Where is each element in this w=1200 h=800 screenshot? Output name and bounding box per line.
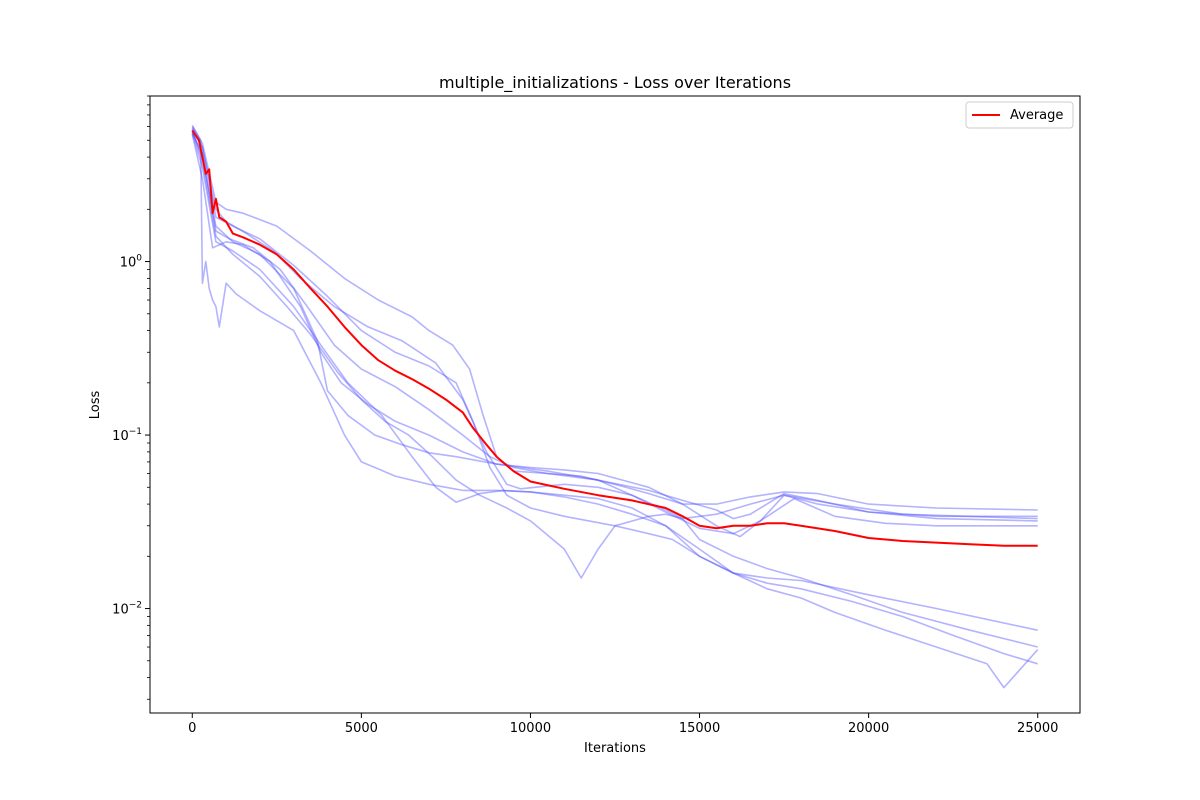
x-tick-label-5: 25000 — [1017, 721, 1058, 736]
chart-title: multiple_initializations - Loss over Ite… — [439, 73, 791, 93]
x-axis-label: Iterations — [584, 741, 646, 756]
axes-frame — [149, 95, 1081, 714]
legend: Average — [965, 101, 1074, 129]
y-axis: 10−2 10−1 100 — [112, 95, 150, 700]
x-tick-label-1: 5000 — [345, 721, 378, 736]
x-tick-label-2: 10000 — [510, 721, 551, 736]
x-axis: 0 5000 10000 15000 20000 25000 — [188, 713, 1058, 736]
run-series-line-8 — [191, 132, 1038, 665]
run-series-line-5 — [191, 131, 1038, 538]
y-tick-label-1: 10−1 — [112, 427, 142, 444]
series-layer — [191, 124, 1039, 689]
legend-box — [965, 101, 1074, 129]
x-tick-label-3: 15000 — [679, 721, 720, 736]
run-series-line-6 — [191, 124, 1038, 631]
run-series-line-9 — [191, 127, 1039, 689]
x-tick-label-0: 0 — [188, 721, 196, 736]
run-series-line-2 — [191, 128, 1038, 520]
y-axis-label: Loss — [88, 391, 103, 420]
y-tick-label-0: 10−2 — [112, 601, 142, 618]
run-series-line-1 — [191, 126, 1038, 511]
x-tick-label-4: 20000 — [848, 721, 889, 736]
legend-label-average: Average — [1010, 108, 1063, 123]
average-series-line — [191, 129, 1038, 547]
plot-area — [149, 95, 1081, 714]
y-tick-label-2: 100 — [120, 254, 143, 271]
run-series-line-7 — [191, 130, 1038, 648]
run-series-line-4 — [191, 134, 1038, 535]
